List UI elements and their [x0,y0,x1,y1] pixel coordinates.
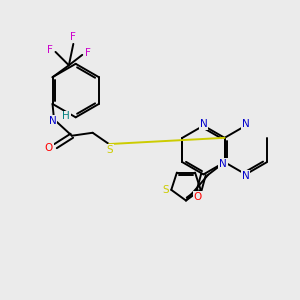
Text: N: N [200,119,207,129]
Text: N: N [219,159,227,169]
Text: H: H [62,111,70,122]
Text: F: F [85,48,91,59]
Text: N: N [49,116,56,126]
Text: O: O [194,192,202,202]
Text: O: O [45,142,53,153]
Text: N: N [242,119,250,129]
Text: N: N [242,171,250,181]
Text: F: F [70,32,76,42]
Text: S: S [162,185,169,195]
Text: F: F [47,45,53,56]
Text: S: S [106,145,113,155]
